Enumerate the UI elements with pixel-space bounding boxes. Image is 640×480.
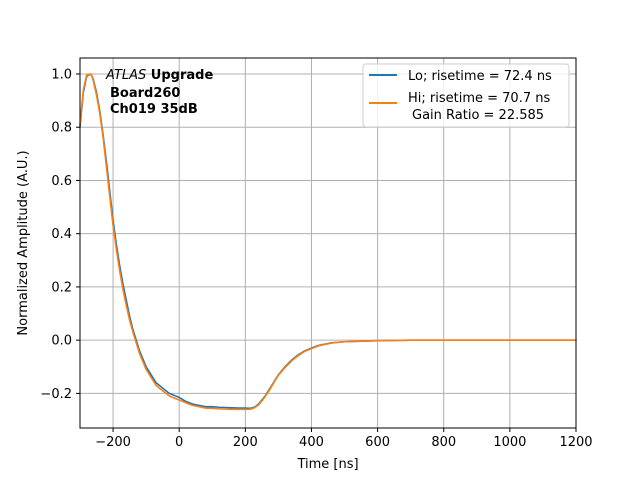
x-tick-label: 200 bbox=[233, 435, 258, 450]
y-tick-label: 1.0 bbox=[51, 67, 72, 82]
atlas-annotation: ATLAS Upgrade Board260 Ch019 35dB bbox=[105, 68, 213, 117]
series-layer bbox=[79, 73, 577, 411]
y-tick-label: 0.0 bbox=[51, 334, 72, 349]
annotation-line-3: Ch019 35dB bbox=[110, 102, 198, 117]
series-line-hi bbox=[79, 73, 577, 411]
x-tick-label: 400 bbox=[299, 435, 324, 450]
annotation-upgrade: Upgrade bbox=[146, 68, 213, 83]
annotation-line-2: Board260 bbox=[110, 86, 180, 101]
y-tick-label: −0.2 bbox=[40, 387, 72, 402]
x-axis-label: Time [ns] bbox=[296, 457, 358, 472]
y-tick-label: 0.6 bbox=[51, 174, 72, 189]
legend-label-hi: Hi; risetime = 70.7 ns bbox=[408, 91, 550, 106]
legend-box bbox=[362, 63, 570, 128]
ticks: −200 0 200 400 600 800 1000 1200 −0.2 0.0 0.2 0.4 0.… bbox=[40, 67, 592, 450]
y-tick-label: 0.2 bbox=[51, 280, 72, 295]
legend-label-lo: Lo; risetime = 72.4 ns bbox=[408, 69, 552, 84]
y-axis-label: Normalized Amplitude (A.U.) bbox=[16, 150, 31, 335]
x-tick-label: 0 bbox=[175, 435, 183, 450]
x-tick-label: 600 bbox=[365, 435, 390, 450]
x-tick-label: 800 bbox=[431, 435, 456, 450]
legend: Lo; risetime = 72.4 ns Hi; risetime = 70… bbox=[362, 63, 570, 128]
x-tick-label: 1000 bbox=[493, 435, 526, 450]
annotation-line-1: ATLAS Upgrade bbox=[105, 68, 213, 83]
x-tick-label: −200 bbox=[95, 435, 131, 450]
axes-frame bbox=[79, 57, 577, 429]
y-tick-label: 0.8 bbox=[51, 121, 72, 136]
legend-label-hi-gain: Gain Ratio = 22.585 bbox=[412, 108, 544, 123]
x-tick-label: 1200 bbox=[559, 435, 592, 450]
y-tick-label: 0.4 bbox=[51, 227, 72, 242]
annotation-atlas: ATLAS bbox=[105, 68, 146, 83]
